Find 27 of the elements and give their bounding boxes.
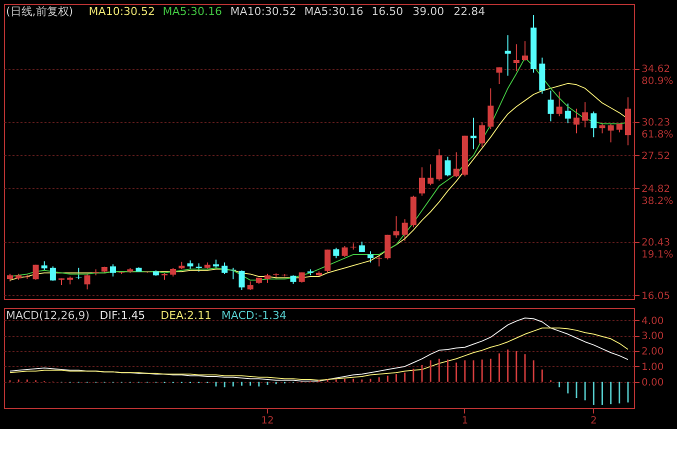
annotation: MA10:30.52 bbox=[230, 5, 296, 18]
x-tick-label: 12 bbox=[261, 416, 274, 426]
y-tick-label: 3.00 bbox=[642, 331, 664, 342]
line-series bbox=[10, 328, 628, 381]
y-tick-label: 30.23 61.8% bbox=[642, 118, 674, 141]
text: DEA:2.11 bbox=[160, 309, 212, 322]
chart-title: (日线,前复权) bbox=[6, 5, 74, 18]
chart-title: MACD(12,26,9) bbox=[6, 309, 90, 322]
y-tick-label: 1.00 bbox=[642, 362, 664, 373]
y-tick-label: 34.62 80.9% bbox=[642, 64, 674, 88]
x-tick-label: 1 bbox=[462, 416, 468, 426]
y-tick-label: 16.05 bbox=[642, 290, 670, 302]
y-tick-label: 2.00 bbox=[642, 346, 664, 358]
y-tick-label: 27.52 bbox=[642, 150, 670, 162]
text: MACD:-1.34 bbox=[221, 309, 287, 322]
text: DIF:1.45 bbox=[100, 309, 146, 322]
text: MA10:30.52 bbox=[88, 5, 156, 18]
annotation: 39.00 bbox=[412, 5, 444, 18]
text: MA5:30.16 bbox=[162, 5, 222, 18]
annotation: 22.84 bbox=[454, 5, 486, 18]
y-tick-label: 4.00 bbox=[642, 316, 664, 327]
annotation: 16.50 bbox=[372, 5, 404, 18]
x-tick-label: 2 bbox=[590, 416, 597, 426]
y-tick-label: 24.82 38.2% bbox=[642, 184, 674, 207]
y-tick-label: 20.43 19.1% bbox=[642, 237, 674, 260]
annotation: MA5:30.16 bbox=[304, 5, 364, 18]
y-tick-label: 0.00 bbox=[642, 377, 664, 388]
